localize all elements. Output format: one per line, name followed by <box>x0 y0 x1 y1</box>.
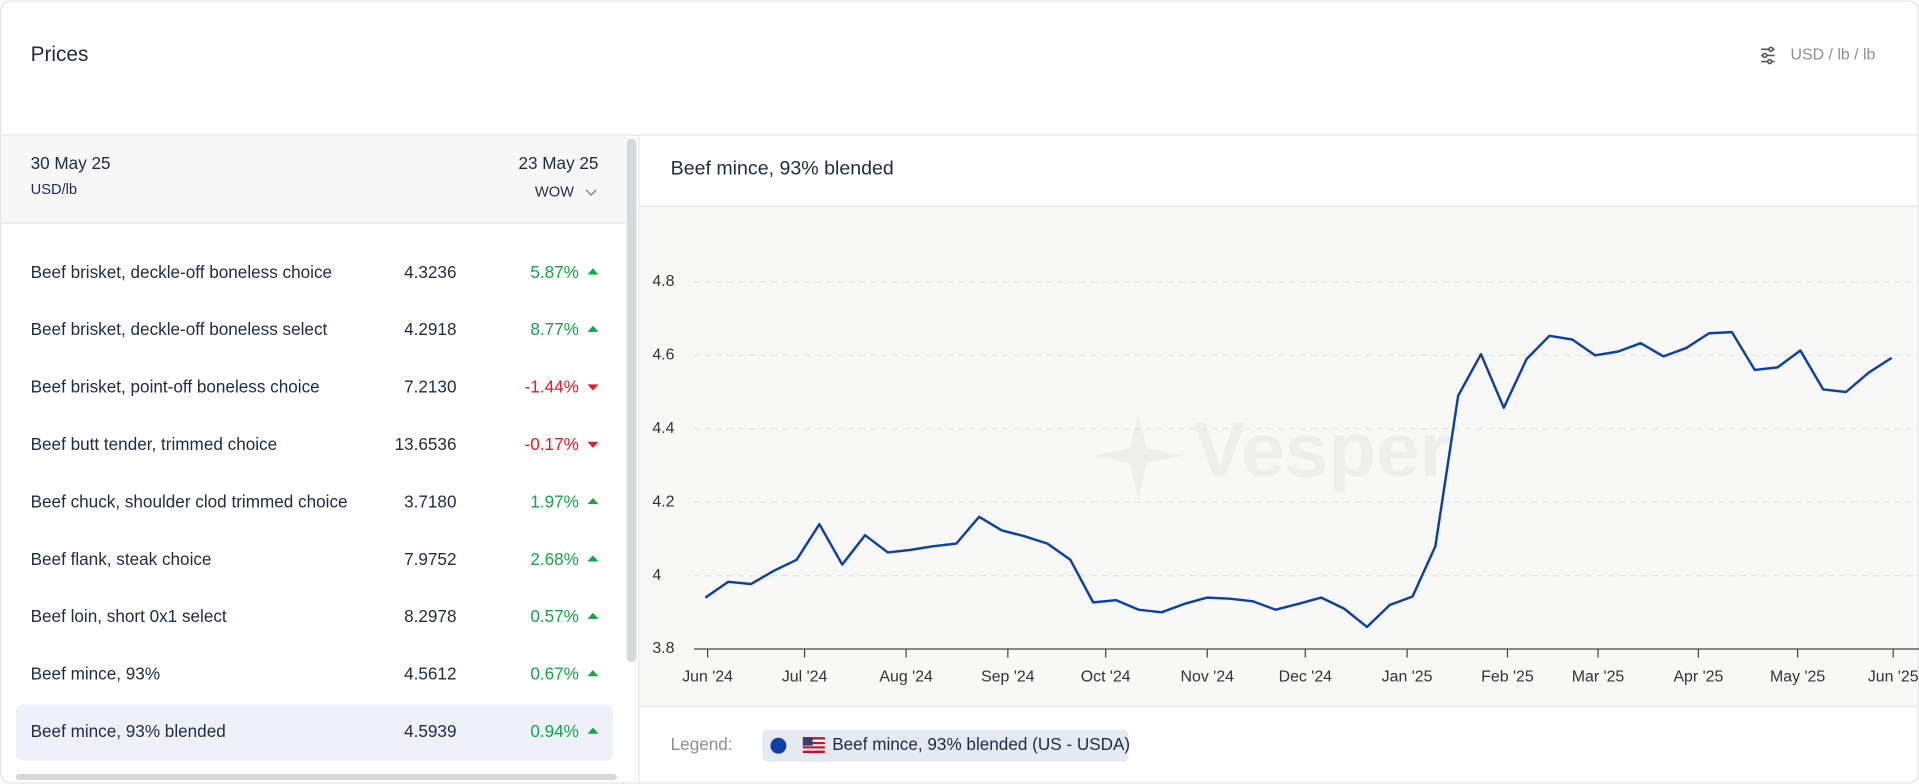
row-name: Beef brisket, point-off boneless choice <box>31 377 320 397</box>
y-tick-label: 4.6 <box>652 346 674 363</box>
watermark-logo <box>1092 414 1184 500</box>
flag-icon <box>802 737 825 754</box>
scrollbar[interactable] <box>626 138 637 663</box>
legend-item[interactable]: Beef mince, 93% blended (US - USDA) <box>762 729 1130 762</box>
page-title: Prices <box>31 43 89 66</box>
price-row[interactable]: Beef brisket, point-off boneless choice 7… <box>31 377 599 397</box>
settings-icon <box>1761 46 1775 65</box>
row-name: Beef flank, steak choice <box>31 549 212 569</box>
row-change: 1.97% <box>530 491 579 511</box>
compare-date: 23 May 25 <box>518 153 598 173</box>
trend-arrow <box>587 555 599 562</box>
x-tick-label: Jul '24 <box>782 668 828 685</box>
x-tick-label: Mar '25 <box>1572 668 1625 685</box>
x-tick-label: Apr '25 <box>1673 668 1723 685</box>
x-tick-label: Jan '25 <box>1382 668 1433 685</box>
chevron <box>585 189 597 196</box>
x-tick-label: Oct '24 <box>1081 668 1131 685</box>
compare-mode: WOW <box>535 184 574 200</box>
x-tick-label: Nov '24 <box>1181 668 1235 685</box>
trend-arrow <box>587 384 599 391</box>
price-list: Beef brisket, deckle-off boneless choice… <box>15 262 614 761</box>
y-tick-label: 4 <box>652 567 661 584</box>
x-tick-label: Dec '24 <box>1279 668 1333 685</box>
price-row[interactable]: Beef loin, short 0x1 select 8.2978 0.57% <box>31 606 599 626</box>
x-tick-label: May '25 <box>1770 668 1825 685</box>
h-scrollbar[interactable] <box>15 773 617 780</box>
price-row[interactable]: Beef mince, 93% 4.5612 0.67% <box>31 664 599 684</box>
price-row[interactable]: Beef mince, 93% blended 4.5939 0.94% <box>15 704 614 761</box>
units-button[interactable]: USD / lb / lb <box>1761 46 1876 65</box>
y-tick-label: 4.2 <box>652 493 674 510</box>
x-tick-label: Feb '25 <box>1481 668 1534 685</box>
row-name: Beef loin, short 0x1 select <box>31 606 227 626</box>
x-tick-label: Jun '24 <box>682 668 733 685</box>
row-price: 8.2978 <box>404 606 456 626</box>
x-tick-label: Jun '25 <box>1868 668 1919 685</box>
units-label: USD / lb / lb <box>1790 47 1875 64</box>
row-price: 4.5612 <box>404 664 456 684</box>
row-name: Beef mince, 93% blended <box>31 721 226 741</box>
row-name: Beef mince, 93% <box>31 664 160 684</box>
legend-pill <box>762 729 1129 762</box>
trend-arrow <box>587 670 599 677</box>
legend-label: Legend: <box>671 734 733 754</box>
plot: 3.8 4 4.2 4.4 4.6 4.8 Jun '24 Jul '24 Aug '24 Sep… <box>652 273 1919 685</box>
trend-arrow <box>587 727 599 734</box>
row-price: 4.3236 <box>404 262 456 282</box>
row-change: -0.17% <box>525 434 579 454</box>
unit: USD/lb <box>31 182 77 198</box>
price-row[interactable]: Beef flank, steak choice 7.9752 2.68% <box>31 549 599 569</box>
trend-arrow <box>587 268 599 275</box>
legend-text: Beef mince, 93% blended (US - USDA) <box>832 734 1130 754</box>
price-row[interactable]: Beef brisket, deckle-off boneless choice… <box>31 262 599 282</box>
y-tick-label: 3.8 <box>652 640 674 657</box>
price-row[interactable]: Beef brisket, deckle-off boneless select… <box>31 319 599 339</box>
row-price: 3.7180 <box>404 491 456 511</box>
x-tick-label: Aug '24 <box>879 668 933 685</box>
row-change: 0.94% <box>530 721 579 741</box>
row-change: 0.67% <box>530 664 579 684</box>
table-header <box>1 136 626 224</box>
y-tick-label: 4.4 <box>652 420 674 437</box>
row-highlight <box>15 704 614 761</box>
trend-arrow <box>587 325 599 332</box>
row-change: 8.77% <box>530 319 579 339</box>
price-row[interactable]: Beef butt tender, trimmed choice 13.6536 -… <box>31 434 599 454</box>
row-price: 7.9752 <box>404 549 456 569</box>
row-price: 4.2918 <box>404 319 456 339</box>
row-change: -1.44% <box>525 377 579 397</box>
row-change: 5.87% <box>530 262 579 282</box>
compare-mode-select[interactable]: WOW <box>535 184 597 200</box>
chart-title: Beef mince, 93% blended <box>671 157 894 179</box>
x-tick-label: Sep '24 <box>981 668 1035 685</box>
row-name: Beef brisket, deckle-off boneless choice <box>31 262 332 282</box>
watermark: Vesper <box>1193 405 1450 493</box>
trend-arrow <box>587 441 599 448</box>
price-row[interactable]: Beef chuck, shoulder clod trimmed choice… <box>31 491 599 511</box>
trend-arrow <box>587 612 599 619</box>
row-price: 4.5939 <box>404 721 456 741</box>
row-change: 0.57% <box>530 606 579 626</box>
date: 30 May 25 <box>31 153 111 173</box>
row-name: Beef brisket, deckle-off boneless select <box>31 319 328 339</box>
series-line <box>704 330 1893 629</box>
plot-background <box>640 205 1918 707</box>
trend-arrow <box>587 497 599 505</box>
row-name: Beef butt tender, trimmed choice <box>31 434 278 454</box>
row-price: 7.2130 <box>404 377 456 397</box>
y-tick-label: 4.8 <box>652 273 674 290</box>
legend-swatch <box>770 737 787 754</box>
row-name: Beef chuck, shoulder clod trimmed choice <box>31 491 348 511</box>
row-change: 2.68% <box>530 549 579 569</box>
row-price: 13.6536 <box>395 434 457 454</box>
